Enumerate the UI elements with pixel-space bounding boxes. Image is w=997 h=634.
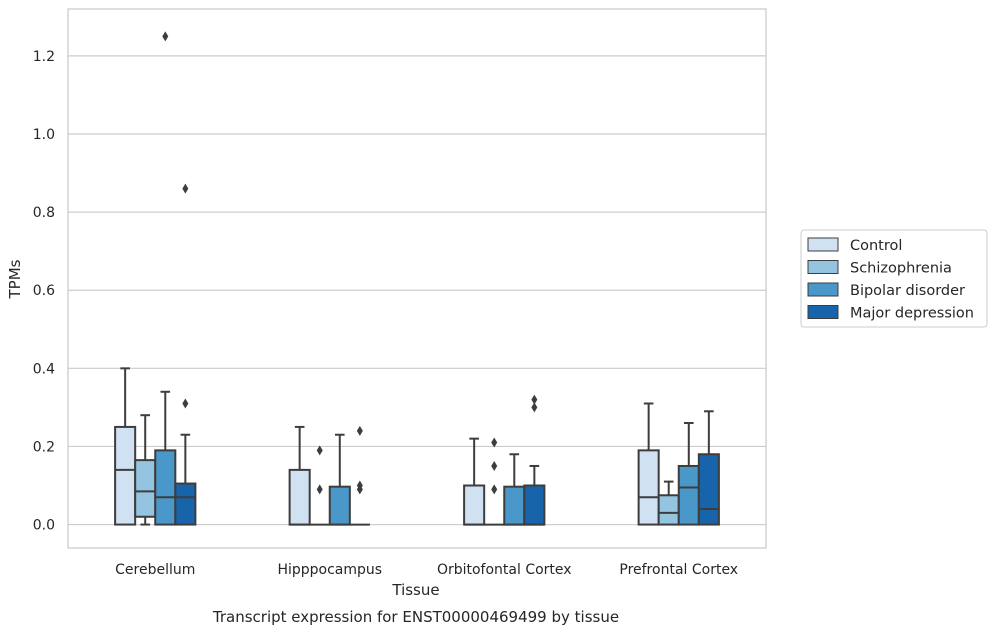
box xyxy=(328,485,351,526)
y-tick-label: 0.6 xyxy=(33,283,55,299)
box xyxy=(114,425,137,526)
y-tick-label: 0.2 xyxy=(33,439,55,455)
outlier-point xyxy=(182,398,189,409)
legend: Control Schizophrenia Bipolar disorder Majo… xyxy=(800,229,988,328)
box-group xyxy=(154,31,177,526)
x-tick-label: Cerebellum xyxy=(115,562,195,578)
y-tick-label: 0.4 xyxy=(33,361,55,377)
box xyxy=(463,484,486,526)
box xyxy=(677,464,700,526)
x-tick-label: Orbitofontal Cortex xyxy=(437,562,572,578)
outlier-point xyxy=(491,460,498,471)
legend-swatch xyxy=(807,305,839,319)
box-group xyxy=(657,480,680,526)
outlier-point xyxy=(491,437,498,448)
box-group xyxy=(484,437,505,526)
box xyxy=(523,484,546,526)
outlier-point xyxy=(182,183,189,194)
box xyxy=(154,449,177,526)
box xyxy=(288,468,311,526)
box-group xyxy=(328,433,351,526)
box-group xyxy=(174,183,197,526)
x-axis-label: Tissue xyxy=(391,581,439,599)
box-group xyxy=(523,394,546,526)
x-tick-label: Prefrontal Cortex xyxy=(619,562,738,578)
legend-swatch xyxy=(807,282,839,297)
outlier-point xyxy=(356,425,363,436)
gridlines xyxy=(68,55,766,526)
outlier-point xyxy=(531,394,538,405)
x-tick-labels: Cerebellum Hipppocampus Orbitofontal Corte… xyxy=(115,562,738,578)
box-group xyxy=(463,437,486,526)
boxes xyxy=(114,31,720,526)
legend-entry: Control xyxy=(850,238,902,254)
legend-entry: Major depression xyxy=(850,306,974,322)
legend-swatch xyxy=(807,260,839,274)
box xyxy=(637,449,660,526)
box xyxy=(134,459,157,518)
y-tick-label: 1.2 xyxy=(33,49,55,65)
legend-entry: Bipolar disorder xyxy=(850,283,965,299)
y-tick-labels: 0.0 0.2 0.4 0.6 0.8 1.0 1.2 xyxy=(33,49,55,534)
legend-frame xyxy=(800,229,988,328)
chart-caption: Transcript expression for ENST0000046949… xyxy=(212,608,619,626)
y-tick-label: 1.0 xyxy=(33,127,55,143)
box-group xyxy=(697,410,720,526)
box xyxy=(697,453,720,526)
legend-entry: Schizophrenia xyxy=(850,261,952,277)
legend-swatch xyxy=(807,237,839,252)
outlier-point xyxy=(316,445,323,456)
box xyxy=(657,494,680,526)
outlier-point xyxy=(531,402,538,413)
box-group xyxy=(503,453,526,526)
box xyxy=(503,485,526,526)
x-tick-label: Hipppocampus xyxy=(277,562,382,578)
box-group xyxy=(349,425,370,526)
outlier-point xyxy=(356,480,363,491)
plot-frame xyxy=(67,8,767,549)
y-tick-label: 0.8 xyxy=(33,205,55,221)
outlier-point xyxy=(316,484,323,495)
outlier-point xyxy=(162,31,169,42)
y-tick-label: 0.0 xyxy=(33,518,55,534)
box-group xyxy=(309,445,330,526)
outlier-point xyxy=(491,484,498,495)
y-axis-label: TPMs xyxy=(6,259,24,299)
box-group xyxy=(288,425,311,526)
box-group xyxy=(637,402,660,526)
box-group xyxy=(114,367,137,526)
box xyxy=(174,482,197,526)
box-group xyxy=(134,414,157,526)
box-group xyxy=(677,422,700,526)
